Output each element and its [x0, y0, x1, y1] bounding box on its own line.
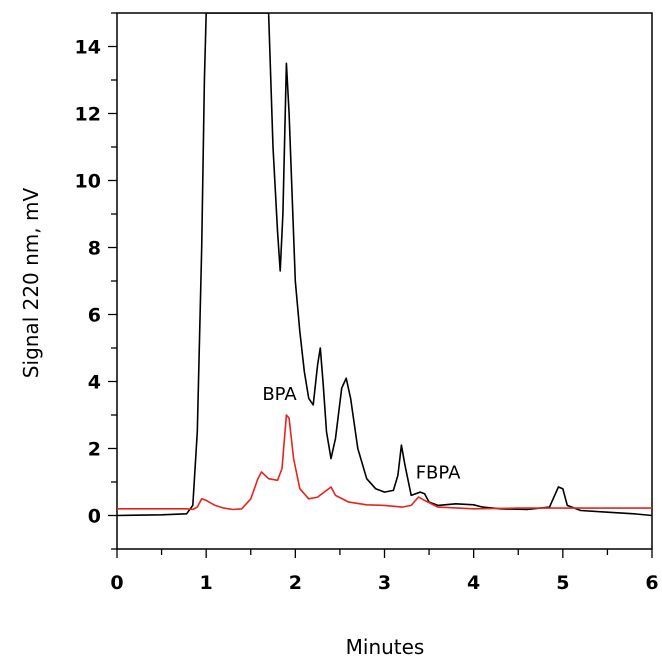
x-tick-label: 2 — [289, 572, 302, 594]
x-tick-label: 1 — [200, 572, 213, 594]
y-tick-label: 8 — [88, 238, 101, 260]
y-tick-label: 0 — [88, 506, 101, 528]
y-tick-label: 14 — [75, 37, 101, 59]
y-tick-label: 12 — [75, 104, 101, 126]
x-tick-label: 0 — [110, 572, 123, 594]
y-axis-ticks: 0 2 4 6 8 10 12 14 — [75, 12, 117, 550]
y-tick-label: 4 — [88, 372, 101, 394]
x-tick-label: 4 — [467, 572, 480, 594]
x-axis-title: Minutes — [346, 635, 425, 659]
y-tick-label: 6 — [88, 305, 101, 327]
peak-label-bpa: BPA — [262, 384, 297, 405]
y-tick-label: 10 — [75, 171, 101, 193]
y-axis-title: Signal 220 nm, mV — [19, 188, 43, 379]
series-line-2 — [117, 414, 652, 511]
series-line-1 — [117, 13, 652, 517]
x-tick-label: 3 — [378, 572, 391, 594]
y-tick-label: 2 — [88, 439, 101, 461]
peak-label-fbpa: FBPA — [416, 463, 461, 484]
plot-frame — [116, 12, 653, 550]
x-tick-label: 5 — [556, 572, 569, 594]
x-tick-label: 6 — [645, 572, 658, 594]
series-layer — [117, 13, 652, 517]
annotations: BPA FBPA — [262, 384, 461, 484]
x-axis-ticks: 0 1 2 3 4 5 6 — [110, 549, 659, 594]
